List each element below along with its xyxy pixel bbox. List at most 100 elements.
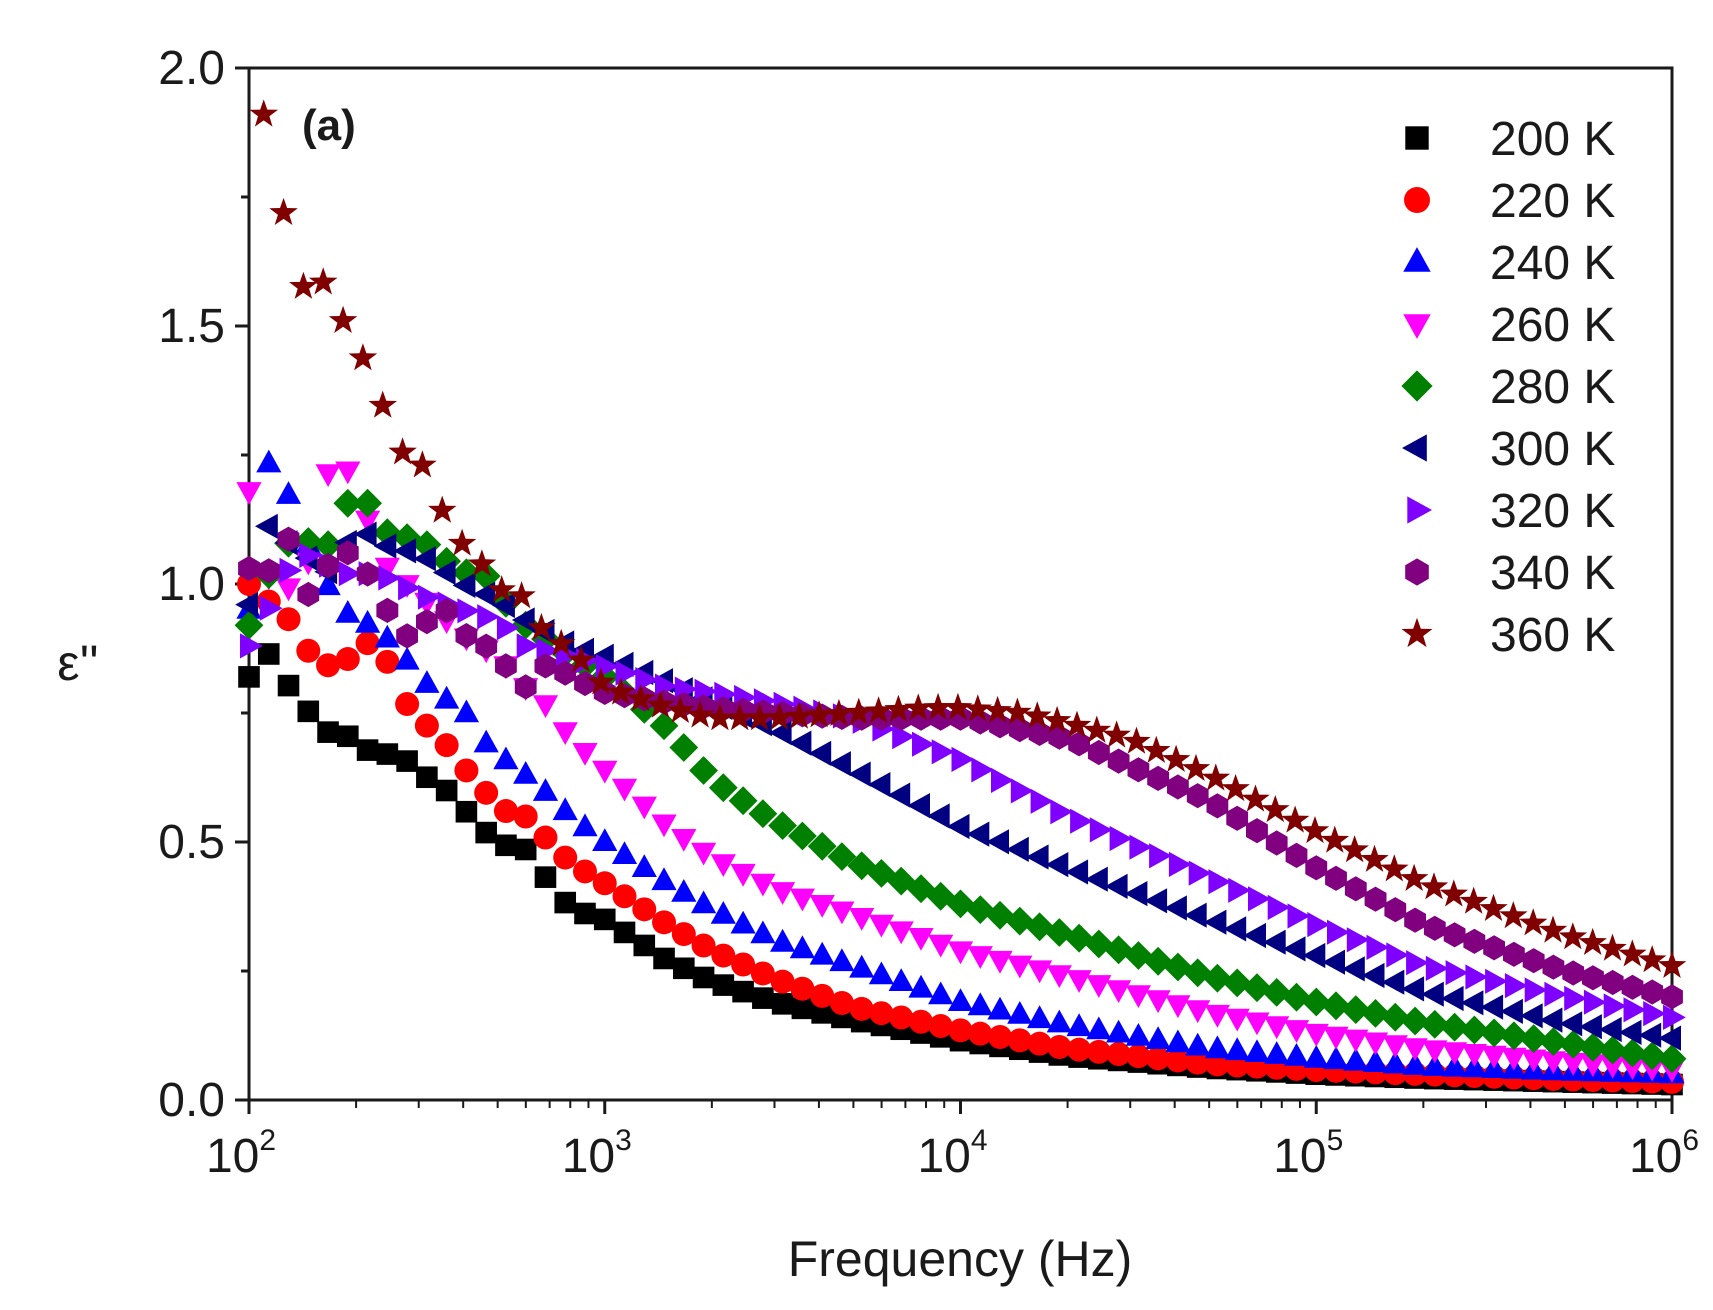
data-point — [473, 729, 499, 753]
data-point — [1067, 1037, 1092, 1062]
data-point — [987, 950, 1013, 974]
data-point — [455, 800, 478, 823]
data-point — [1243, 922, 1266, 949]
data-point — [1221, 774, 1250, 802]
data-point — [1143, 946, 1173, 976]
data-point — [532, 695, 559, 718]
data-point — [1246, 818, 1268, 844]
data-point — [988, 1025, 1013, 1050]
data-point — [1050, 799, 1074, 825]
data-point — [1343, 1047, 1369, 1071]
data-point — [1657, 1044, 1687, 1074]
data-point — [552, 722, 578, 745]
data-point — [1619, 1057, 1646, 1080]
data-point — [1524, 977, 1548, 1003]
data-point — [768, 811, 797, 840]
legend-label: 260 K — [1490, 299, 1615, 352]
data-point — [1618, 939, 1647, 967]
data-point — [1030, 788, 1054, 814]
data-point — [1323, 1026, 1349, 1050]
data-point — [1125, 985, 1151, 1008]
data-point — [495, 834, 517, 857]
data-point — [1205, 1052, 1230, 1077]
data-point — [368, 390, 397, 418]
y-axis: 0.0 0.5 1.0 1.5 2.0 — [158, 42, 249, 1127]
data-point — [1346, 927, 1370, 953]
data-point — [1007, 1028, 1032, 1053]
data-point — [1023, 701, 1052, 729]
data-point — [689, 756, 718, 785]
data-point — [943, 692, 973, 720]
data-point — [1443, 922, 1466, 948]
data-point — [1109, 825, 1133, 852]
data-point — [750, 920, 776, 944]
data-point — [790, 976, 815, 1001]
data-point — [1106, 1041, 1131, 1066]
data-point — [1479, 893, 1508, 921]
data-point — [416, 609, 438, 635]
data-point — [1302, 942, 1326, 969]
data-point — [277, 526, 300, 552]
data-point — [355, 510, 381, 534]
data-point — [1579, 1014, 1602, 1040]
data-point — [612, 884, 637, 909]
legend-label: 280 K — [1490, 361, 1615, 414]
data-point — [1104, 935, 1133, 965]
data-point — [1242, 973, 1272, 1003]
data-point — [259, 595, 283, 621]
data-point — [586, 667, 616, 695]
data-point — [1661, 984, 1683, 1010]
data-point — [745, 703, 774, 731]
data-point — [770, 882, 796, 905]
data-point — [279, 557, 303, 583]
data-point — [1342, 956, 1365, 982]
data-point — [652, 910, 677, 935]
data-point — [923, 692, 953, 720]
data-point — [1404, 907, 1426, 933]
data-point — [1183, 958, 1213, 988]
data-point — [417, 584, 441, 610]
data-point — [1323, 1046, 1349, 1070]
data-point — [1479, 1018, 1509, 1048]
data-point — [887, 782, 911, 808]
data-point — [1005, 906, 1035, 936]
data-point — [373, 533, 397, 559]
data-point — [472, 581, 496, 607]
data-point — [983, 695, 1012, 723]
data-point — [849, 908, 875, 931]
data-point — [1459, 886, 1488, 914]
data-point — [631, 796, 657, 820]
data-point — [1325, 865, 1347, 891]
data-point — [408, 450, 437, 478]
data-point — [692, 966, 715, 989]
data-point — [1463, 928, 1486, 954]
data-point — [1224, 1008, 1250, 1032]
data-point — [788, 821, 817, 851]
data-point — [1560, 1052, 1586, 1076]
data-point — [1164, 895, 1187, 921]
data-point — [928, 1014, 953, 1039]
data-point — [989, 713, 1011, 739]
data-point — [1303, 1044, 1329, 1068]
data-point — [711, 943, 736, 968]
data-point — [434, 685, 460, 709]
data-point — [632, 897, 657, 922]
data-point — [1165, 1048, 1190, 1073]
data-point — [454, 758, 479, 783]
legend-marker — [1403, 247, 1431, 272]
data-point — [1106, 980, 1132, 1003]
data-point — [1542, 954, 1565, 980]
data-point — [276, 607, 301, 632]
legend-label: 300 K — [1490, 423, 1615, 476]
data-point — [669, 733, 699, 762]
data-point — [804, 700, 834, 728]
data-point — [928, 934, 954, 958]
data-point — [513, 804, 538, 829]
data-point — [1147, 765, 1170, 791]
data-point — [1104, 873, 1128, 899]
data-point — [338, 561, 362, 587]
data-point — [313, 530, 343, 560]
data-point — [849, 996, 874, 1021]
data-point — [864, 696, 893, 724]
